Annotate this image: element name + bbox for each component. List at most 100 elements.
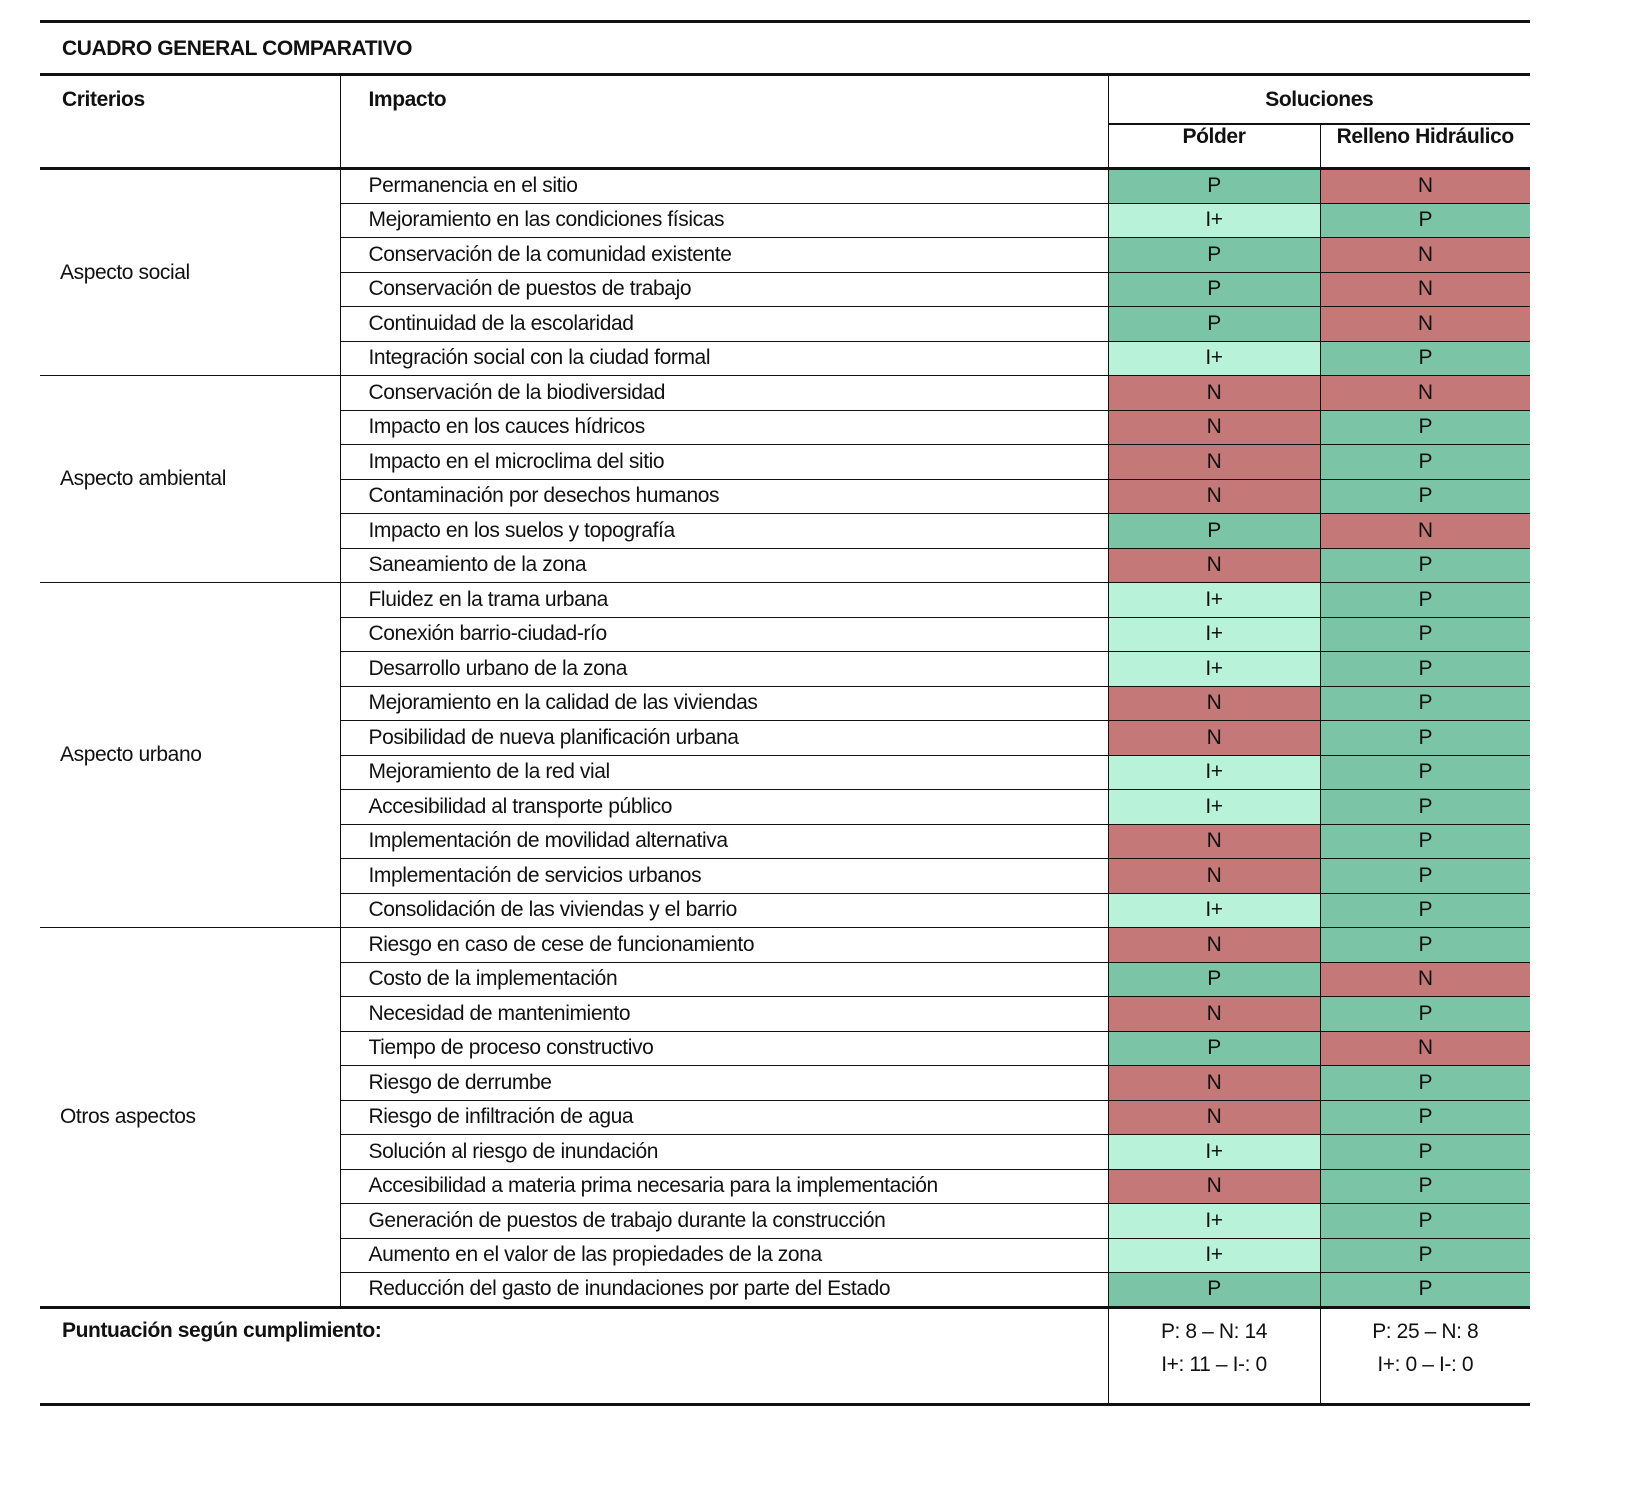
polder-rating-cell: P <box>1107 1272 1320 1307</box>
table-row: Implementación de movilidad alternativa N… <box>40 823 1530 859</box>
relleno-rating-cell: P <box>1319 685 1530 721</box>
impact-cell: Necesidad de mantenimiento <box>340 996 1108 1031</box>
relleno-rating-cell: P <box>1319 720 1530 755</box>
table-row: Solución al riesgo de inundación I+ P <box>40 1134 1530 1169</box>
table-row: Otros aspectos Riesgo en caso de cese de … <box>40 927 1530 1307</box>
polder-rating-cell: N <box>1107 1065 1320 1100</box>
table-row: Conservación de la comunidad existente P N <box>40 237 1530 272</box>
table-row: Riesgo de derrumbe N P <box>40 1065 1530 1100</box>
relleno-rating-cell: P <box>1319 1237 1530 1273</box>
polder-rating-cell: I+ <box>1107 1237 1320 1273</box>
polder-rating-cell: N <box>1107 478 1320 514</box>
score-row: Puntuación según cumplimiento: P: 8 – N:… <box>40 1305 1530 1406</box>
polder-rating-cell: N <box>1107 996 1320 1031</box>
impact-cell: Conservación de la comunidad existente <box>340 237 1108 272</box>
relleno-rating-cell: N <box>1319 306 1530 341</box>
polder-rating-cell: N <box>1107 375 1320 410</box>
table-row: Mejoramiento en las condiciones físicas I… <box>40 202 1530 238</box>
table-title: CUADRO GENERAL COMPARATIVO <box>40 20 1530 76</box>
polder-rating-cell: P <box>1107 513 1320 548</box>
impact-cell: Conexión barrio-ciudad-río <box>340 616 1108 652</box>
comparison-table-container: CUADRO GENERAL COMPARATIVO Criterios Imp… <box>40 20 1530 1406</box>
impact-cell: Posibilidad de nueva planificación urban… <box>340 720 1108 755</box>
relleno-rating-cell: P <box>1319 478 1530 514</box>
impact-cell: Reducción del gasto de inundaciones por … <box>340 1272 1108 1307</box>
relleno-rating-cell: P <box>1319 202 1530 238</box>
score-polder: P: 8 – N: 14 I+: 11 – I-: 0 <box>1107 1305 1320 1406</box>
criterion-cell: Aspecto ambiental <box>40 375 341 583</box>
table-row: Generación de puestos de trabajo durante… <box>40 1203 1530 1238</box>
polder-rating-cell: N <box>1107 720 1320 755</box>
polder-rating-cell: I+ <box>1107 340 1320 376</box>
polder-rating-cell: P <box>1107 237 1320 272</box>
impact-cell: Impacto en los cauces hídricos <box>340 409 1108 445</box>
impact-cell: Implementación de servicios urbanos <box>340 858 1108 893</box>
relleno-rating-cell: P <box>1319 547 1530 583</box>
relleno-rating-cell: P <box>1319 616 1530 652</box>
table-row: Conservación de puestos de trabajo P N <box>40 271 1530 307</box>
impact-cell: Impacto en los suelos y topografía <box>340 513 1108 548</box>
impact-cell: Continuidad de la escolaridad <box>340 306 1108 341</box>
table-row: Riesgo de infiltración de agua N P <box>40 1099 1530 1135</box>
relleno-rating-cell: P <box>1319 1099 1530 1135</box>
impact-cell: Conservación de puestos de trabajo <box>340 271 1108 307</box>
score-polder-line1: P: 8 – N: 14 <box>1160 1319 1268 1343</box>
impact-cell: Mejoramiento en la calidad de las vivien… <box>340 685 1108 721</box>
table-row: Tiempo de proceso constructivo P N <box>40 1030 1530 1066</box>
polder-rating-cell: I+ <box>1107 789 1320 824</box>
relleno-rating-cell: P <box>1319 789 1530 824</box>
relleno-rating-cell: N <box>1319 961 1530 997</box>
criterion-cell: Aspecto urbano <box>40 582 341 928</box>
table-row: Impacto en el microclima del sitio N P <box>40 444 1530 479</box>
polder-rating-cell: P <box>1107 167 1320 203</box>
relleno-rating-cell: P <box>1319 1134 1530 1169</box>
relleno-rating-cell: N <box>1319 513 1530 548</box>
impact-cell: Consolidación de las viviendas y el barr… <box>340 892 1108 928</box>
impact-cell: Desarrollo urbano de la zona <box>340 651 1108 686</box>
table-row: Impacto en los cauces hídricos N P <box>40 409 1530 445</box>
polder-rating-cell: I+ <box>1107 651 1320 686</box>
impact-cell: Costo de la implementación <box>340 961 1108 997</box>
table-row: Mejoramiento de la red vial I+ P <box>40 754 1530 790</box>
relleno-rating-cell: P <box>1319 651 1530 686</box>
relleno-rating-cell: P <box>1319 582 1530 617</box>
relleno-rating-cell: P <box>1319 409 1530 445</box>
impact-cell: Riesgo en caso de cese de funcionamiento <box>340 927 1108 962</box>
score-relleno-line1: P: 25 – N: 8 <box>1372 1319 1479 1343</box>
table-row: Posibilidad de nueva planificación urban… <box>40 720 1530 755</box>
relleno-rating-cell: N <box>1319 271 1530 307</box>
relleno-rating-cell: P <box>1319 1272 1530 1307</box>
impact-cell: Fluidez en la trama urbana <box>340 582 1108 617</box>
polder-rating-cell: I+ <box>1107 616 1320 652</box>
polder-rating-cell: I+ <box>1107 754 1320 790</box>
table-row: Necesidad de mantenimiento N P <box>40 996 1530 1031</box>
table-row: Aspecto social Permanencia en el sitio P N <box>40 167 1530 376</box>
header-soluciones: Soluciones <box>1107 76 1530 124</box>
relleno-rating-cell: P <box>1319 892 1530 928</box>
score-relleno-line2: I+: 0 – I-: 0 <box>1377 1352 1474 1376</box>
impact-cell: Aumento en el valor de las propiedades d… <box>340 1237 1108 1273</box>
table-row: Aspecto urbano Fluidez en la trama urbana… <box>40 582 1530 928</box>
impact-cell: Riesgo de infiltración de agua <box>340 1099 1108 1135</box>
polder-rating-cell: I+ <box>1107 582 1320 617</box>
table-row: Accesibilidad al transporte público I+ P <box>40 789 1530 824</box>
impact-cell: Impacto en el microclima del sitio <box>340 444 1108 479</box>
impact-cell: Contaminación por desechos humanos <box>340 478 1108 514</box>
table-row: Continuidad de la escolaridad P N <box>40 306 1530 341</box>
relleno-rating-cell: P <box>1319 1203 1530 1238</box>
relleno-rating-cell: N <box>1319 237 1530 272</box>
relleno-rating-cell: P <box>1319 444 1530 479</box>
polder-rating-cell: N <box>1107 685 1320 721</box>
polder-rating-cell: N <box>1107 1099 1320 1135</box>
relleno-rating-cell: N <box>1319 375 1530 410</box>
table-row: Costo de la implementación P N <box>40 961 1530 997</box>
impact-cell: Tiempo de proceso constructivo <box>340 1030 1108 1066</box>
relleno-rating-cell: P <box>1319 858 1530 893</box>
header-criterios: Criterios <box>62 88 145 111</box>
header-relleno: Relleno Hidráulico <box>1319 123 1530 169</box>
polder-rating-cell: P <box>1107 271 1320 307</box>
polder-rating-cell: N <box>1107 547 1320 583</box>
polder-rating-cell: N <box>1107 927 1320 962</box>
score-polder-line2: I+: 11 – I-: 0 <box>1161 1352 1267 1376</box>
table-row: Mejoramiento en la calidad de las vivien… <box>40 685 1530 721</box>
